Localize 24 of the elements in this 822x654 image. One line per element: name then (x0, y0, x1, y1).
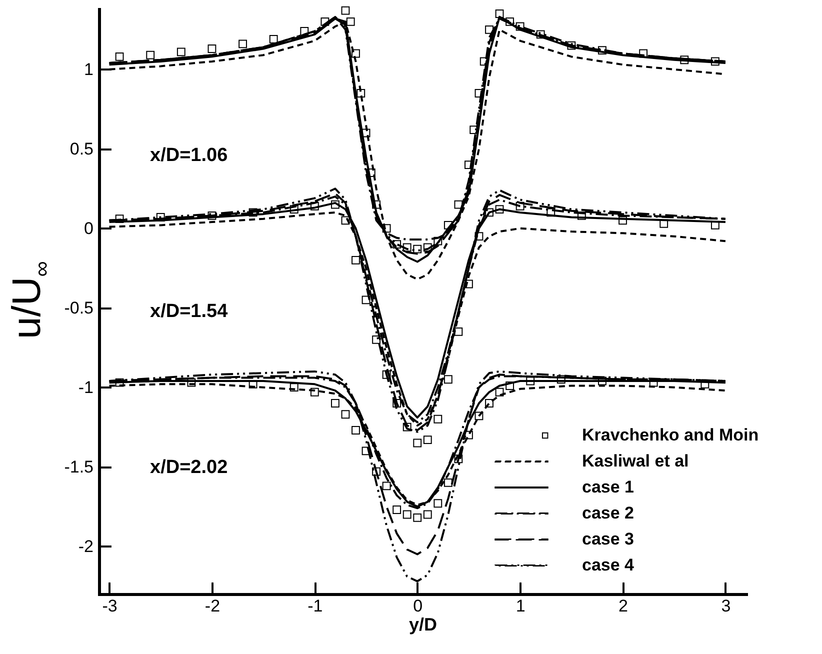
y-tick-label: 0.5 (70, 139, 94, 158)
y-tick-label: -1 (78, 378, 94, 397)
y-tick-label: 0 (84, 218, 94, 238)
legend-label: Kravchenko and Moin (582, 426, 759, 444)
x-axis-title: y/D (408, 614, 438, 634)
y-tick-label: -1.5 (64, 457, 94, 476)
annotation: x/D=1.54 (150, 301, 228, 322)
y-tick-label: 1 (84, 60, 94, 79)
x-tick-label: -3 (102, 596, 118, 616)
y-tick-label: -0.5 (64, 298, 94, 318)
annotation: x/D=1.06 (150, 145, 228, 166)
x-tick-label: 3 (721, 596, 731, 616)
legend-label: case 1 (582, 478, 634, 496)
legend-label: case 2 (582, 504, 634, 522)
x-tick-label: -1 (308, 596, 323, 616)
y-tick-label: -2 (78, 536, 94, 556)
legend-label: case 4 (582, 556, 635, 574)
legend-label: case 3 (582, 530, 634, 548)
x-tick-label: -2 (204, 596, 220, 616)
annotation: x/D=2.02 (150, 457, 228, 478)
x-tick-label: 0 (413, 596, 423, 616)
x-tick-label: 2 (618, 596, 628, 616)
x-tick-label: 1 (516, 596, 526, 616)
legend-label: Kasliwal et al (582, 452, 689, 470)
